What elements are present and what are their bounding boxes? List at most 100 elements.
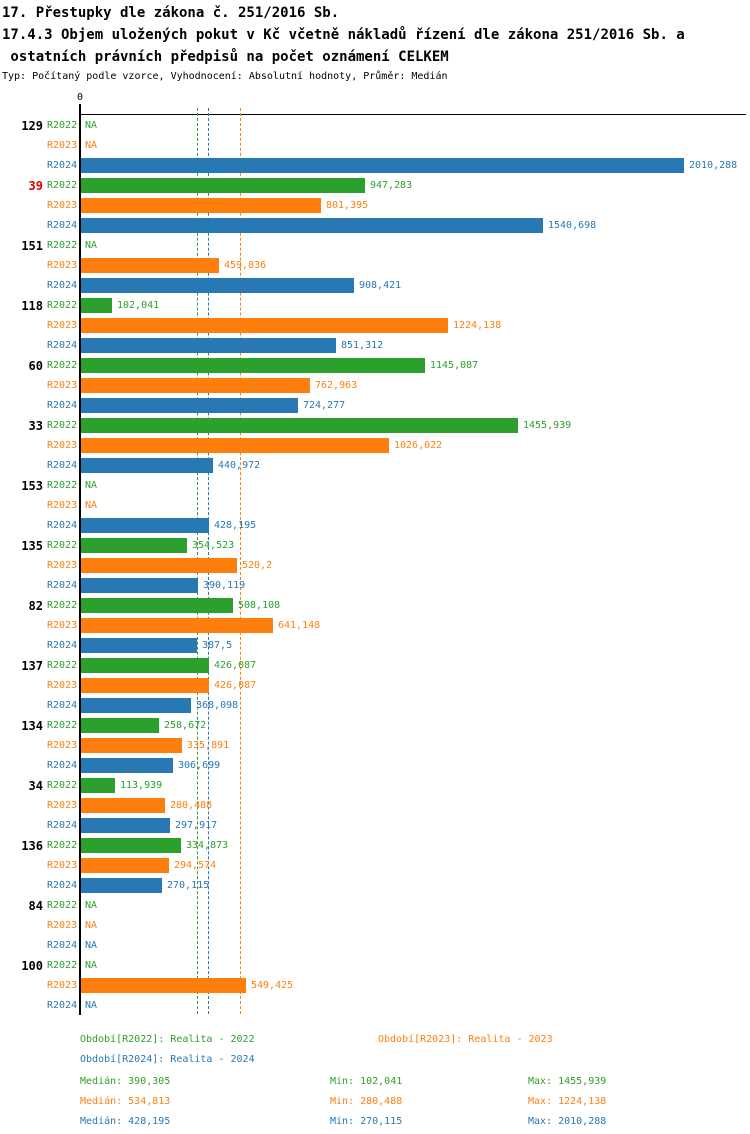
series-label: R2023 xyxy=(47,380,78,391)
report-title-line1: 17. Přestupky dle zákona č. 251/2016 Sb. xyxy=(2,5,340,21)
stat-median-r2024: Medián: 428,195 xyxy=(80,1116,171,1127)
bar-r2024 xyxy=(81,518,209,533)
series-label: R2022 xyxy=(47,600,78,611)
series-label: R2022 xyxy=(47,540,78,551)
x-axis-line xyxy=(80,114,746,115)
bar-na-label: NA xyxy=(85,1000,98,1011)
series-label: R2023 xyxy=(47,260,78,271)
series-label: R2024 xyxy=(47,580,78,591)
bar-value-label: 762,963 xyxy=(315,380,358,391)
bar-value-label: 280,488 xyxy=(170,800,213,811)
bar-value-label: 426,087 xyxy=(214,660,257,671)
stat-min-r2023: Min: 280,488 xyxy=(330,1096,403,1107)
series-label: R2024 xyxy=(47,940,78,951)
legend-item-r2023: Období[R2023]: Realita - 2023 xyxy=(378,1034,553,1045)
series-label: R2024 xyxy=(47,1000,78,1011)
series-label: R2023 xyxy=(47,920,78,931)
bar-na-label: NA xyxy=(85,900,98,911)
stat-median-r2023: Medián: 534,813 xyxy=(80,1096,171,1107)
bar-value-label: 549,425 xyxy=(251,980,294,991)
stat-max-r2023: Max: 1224,138 xyxy=(528,1096,607,1107)
bar-value-label: 258,672 xyxy=(164,720,207,731)
category-label: 129 xyxy=(21,119,43,133)
bar-value-label: 724,277 xyxy=(303,400,346,411)
bar-na-label: NA xyxy=(85,920,98,931)
bar-r2022 xyxy=(81,298,112,313)
category-label: 153 xyxy=(21,479,43,493)
series-label: R2023 xyxy=(47,200,78,211)
bar-value-label: 334,873 xyxy=(186,840,229,851)
bar-r2023 xyxy=(81,318,448,333)
series-label: R2023 xyxy=(47,740,78,751)
category-label: 134 xyxy=(21,719,43,733)
bar-r2023 xyxy=(81,858,169,873)
legend-item-r2022: Období[R2022]: Realita - 2022 xyxy=(80,1034,255,1045)
series-label: R2022 xyxy=(47,480,78,491)
series-label: R2023 xyxy=(47,620,78,631)
bar-na-label: NA xyxy=(85,240,98,251)
bar-value-label: 851,312 xyxy=(341,340,384,351)
series-label: R2023 xyxy=(47,140,78,151)
bar-r2022 xyxy=(81,418,518,433)
bar-na-label: NA xyxy=(85,960,98,971)
series-label: R2022 xyxy=(47,720,78,731)
y-axis-line xyxy=(79,104,81,1015)
stat-min-r2022: Min: 102,041 xyxy=(330,1076,403,1087)
series-label: R2022 xyxy=(47,180,78,191)
bar-r2024 xyxy=(81,398,298,413)
series-label: R2023 xyxy=(47,680,78,691)
bar-value-label: 294,574 xyxy=(174,860,217,871)
bar-r2022 xyxy=(81,538,187,553)
bar-value-label: 508,108 xyxy=(238,600,281,611)
bar-r2022 xyxy=(81,358,425,373)
series-label: R2022 xyxy=(47,240,78,251)
series-label: R2024 xyxy=(47,460,78,471)
report-meta-line: Typ: Počítaný podle vzorce, Vyhodnocení:… xyxy=(2,71,448,82)
bar-value-label: 306,699 xyxy=(178,760,221,771)
series-label: R2022 xyxy=(47,420,78,431)
bar-r2024 xyxy=(81,638,197,653)
series-label: R2024 xyxy=(47,880,78,891)
bar-value-label: 801,395 xyxy=(326,200,369,211)
bar-value-label: 387,5 xyxy=(202,640,233,651)
bar-r2023 xyxy=(81,978,246,993)
bar-r2022 xyxy=(81,718,159,733)
series-label: R2024 xyxy=(47,220,78,231)
bar-r2024 xyxy=(81,578,198,593)
legend-item-r2024: Období[R2024]: Realita - 2024 xyxy=(80,1054,255,1065)
series-label: R2024 xyxy=(47,340,78,351)
stat-min-r2024: Min: 270,115 xyxy=(330,1116,403,1127)
series-label: R2023 xyxy=(47,560,78,571)
stat-median-r2022: Medián: 390,305 xyxy=(80,1076,171,1087)
series-label: R2022 xyxy=(47,780,78,791)
series-label: R2023 xyxy=(47,440,78,451)
bar-na-label: NA xyxy=(85,120,98,131)
bar-value-label: 440,972 xyxy=(218,460,261,471)
bar-r2024 xyxy=(81,158,684,173)
report-title-line3: ostatních právních předpisů na počet ozn… xyxy=(2,49,449,65)
series-label: R2024 xyxy=(47,700,78,711)
bar-value-label: 368,098 xyxy=(196,700,239,711)
bar-value-label: 641,148 xyxy=(278,620,321,631)
category-label: 60 xyxy=(28,359,43,373)
bar-na-label: NA xyxy=(85,140,98,151)
bar-value-label: 1145,087 xyxy=(430,360,479,371)
bar-na-label: NA xyxy=(85,940,98,951)
category-label: 33 xyxy=(28,419,43,433)
bar-r2024 xyxy=(81,458,213,473)
bar-r2023 xyxy=(81,198,321,213)
category-label: 118 xyxy=(21,299,43,313)
bar-value-label: 1540,698 xyxy=(548,220,597,231)
bar-r2023 xyxy=(81,738,182,753)
report-title-line2: 17.4.3 Objem uložených pokut v Kč včetně… xyxy=(2,27,685,43)
category-label: 34 xyxy=(28,779,43,793)
bar-r2024 xyxy=(81,218,543,233)
series-label: R2024 xyxy=(47,280,78,291)
bar-value-label: 335,891 xyxy=(187,740,230,751)
bar-value-label: 270,115 xyxy=(167,880,210,891)
bar-r2023 xyxy=(81,438,389,453)
bar-r2023 xyxy=(81,618,273,633)
bar-r2022 xyxy=(81,838,181,853)
series-label: R2023 xyxy=(47,320,78,331)
